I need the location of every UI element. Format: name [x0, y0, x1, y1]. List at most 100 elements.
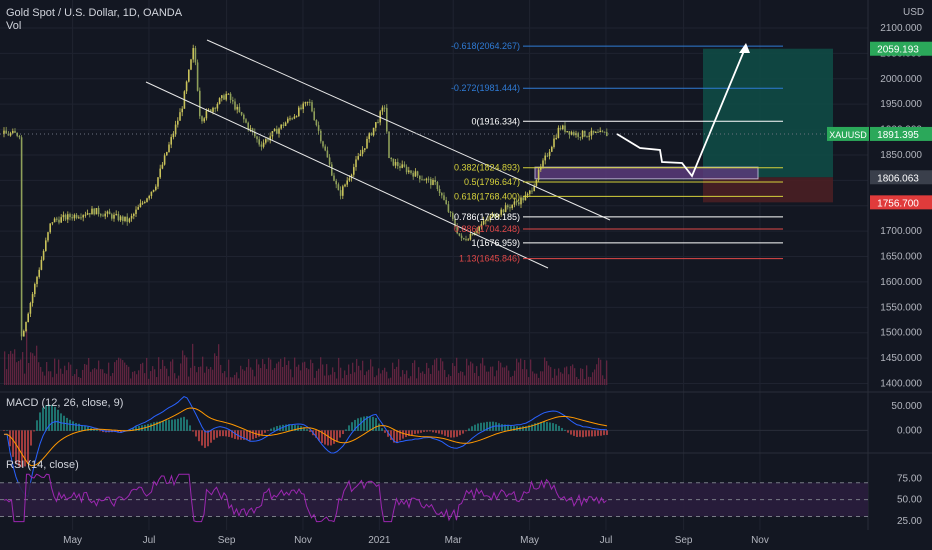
macd-histogram-bar — [21, 430, 23, 468]
macd-histogram-bar — [204, 430, 206, 448]
volume-bar — [452, 363, 454, 385]
candle-body — [163, 155, 166, 165]
fib-level-label: -0.618(2064.267) — [451, 41, 520, 51]
rsi-label[interactable]: RSI (14, close) — [6, 459, 79, 471]
projection-arrowhead — [739, 43, 750, 53]
candle-body — [507, 205, 509, 208]
macd-histogram-bar — [264, 430, 266, 433]
volume-bar — [20, 359, 22, 385]
volume-bar — [56, 373, 58, 385]
price-badge — [870, 126, 932, 141]
candle-body — [597, 131, 599, 133]
candle-body — [38, 269, 40, 277]
candle-body — [342, 186, 344, 196]
macd-histogram-bar — [9, 430, 11, 447]
candle-body — [502, 209, 505, 213]
candle-body — [155, 186, 157, 190]
volume-bar — [592, 372, 594, 385]
volume-bar — [322, 364, 324, 385]
volume-bar — [248, 359, 250, 385]
volume-bar — [64, 365, 66, 385]
macd-histogram-bar — [99, 430, 101, 432]
candle-body — [388, 131, 390, 159]
volume-bar — [244, 370, 246, 385]
volume-bar — [196, 372, 198, 385]
macd-histogram-bar — [54, 406, 56, 431]
volume-bar — [128, 366, 130, 385]
candle-body — [335, 180, 337, 185]
volume-bar — [184, 355, 186, 385]
volume-label[interactable]: Vol — [6, 20, 22, 32]
time-tick-label: Nov — [294, 535, 312, 546]
macd-histogram-bar — [567, 430, 569, 433]
volume-bar — [326, 364, 328, 385]
volume-bar — [532, 371, 534, 385]
macd-histogram-bar — [306, 429, 308, 431]
macd-histogram-bar — [171, 419, 173, 431]
fib-level-label: 1(1676.959) — [471, 238, 520, 248]
time-tick-label: May — [520, 535, 539, 546]
volume-bar — [230, 377, 232, 385]
macd-histogram-bar — [234, 430, 236, 439]
volume-bar — [282, 367, 284, 385]
candle-body — [7, 133, 10, 136]
volume-bar — [148, 378, 150, 385]
macd-histogram-bar — [303, 427, 305, 431]
candle-body — [247, 122, 249, 130]
candle-body — [414, 171, 417, 177]
candle-body — [447, 204, 450, 212]
macd-histogram-bar — [582, 430, 584, 438]
candle-body — [67, 214, 69, 220]
price-badge — [870, 41, 932, 56]
candle-body — [181, 108, 183, 113]
volume-bar — [120, 358, 122, 385]
stop-zone — [703, 177, 833, 203]
candle-body — [251, 128, 254, 132]
candle-body — [106, 211, 109, 214]
macd-histogram-bar — [150, 423, 152, 431]
macd-histogram-bar — [207, 430, 209, 447]
macd-histogram-bar — [333, 430, 335, 444]
macd-label[interactable]: MACD (12, 26, close, 9) — [6, 397, 124, 409]
candle-body — [416, 171, 419, 176]
macd-histogram-bar — [270, 428, 272, 431]
macd-histogram-bar — [219, 430, 221, 437]
volume-bar — [482, 357, 484, 385]
candle-body — [579, 136, 582, 138]
macd-histogram-bar — [420, 430, 422, 433]
macd-histogram-bar — [462, 430, 464, 434]
candle-body — [344, 184, 346, 187]
candle-body — [23, 330, 25, 337]
candle-body — [482, 220, 485, 225]
candle-body — [377, 122, 379, 124]
candle-body — [210, 109, 212, 112]
macd-histogram-bar — [477, 423, 479, 431]
volume-bar — [348, 364, 350, 385]
candle-body — [95, 208, 98, 215]
volume-bar — [156, 377, 158, 385]
volume-bar — [232, 377, 234, 385]
price-tick-label: 2000.000 — [880, 74, 922, 85]
volume-bar — [246, 367, 248, 385]
macd-histogram-bar — [558, 425, 560, 431]
volume-bar — [226, 377, 228, 385]
volume-bar — [250, 367, 252, 385]
macd-histogram-bar — [417, 430, 419, 434]
macd-histogram-bar — [381, 428, 383, 431]
candle-body — [84, 214, 87, 216]
macd-histogram-bar — [483, 422, 485, 431]
macd-histogram-bar — [165, 420, 167, 431]
volume-bar — [374, 377, 376, 385]
volume-bar — [518, 362, 520, 385]
candle-body — [47, 232, 49, 241]
channel-upper-line — [206, 39, 611, 221]
symbol-title[interactable]: Gold Spot / U.S. Dollar, 1D, OANDA — [6, 7, 183, 19]
candle-body — [223, 95, 225, 100]
volume-bar — [212, 369, 214, 385]
macd-histogram-bar — [423, 430, 425, 432]
macd-histogram-bar — [606, 430, 608, 435]
candle-body — [82, 215, 84, 218]
candle-body — [102, 215, 104, 217]
candle-body — [529, 190, 531, 194]
